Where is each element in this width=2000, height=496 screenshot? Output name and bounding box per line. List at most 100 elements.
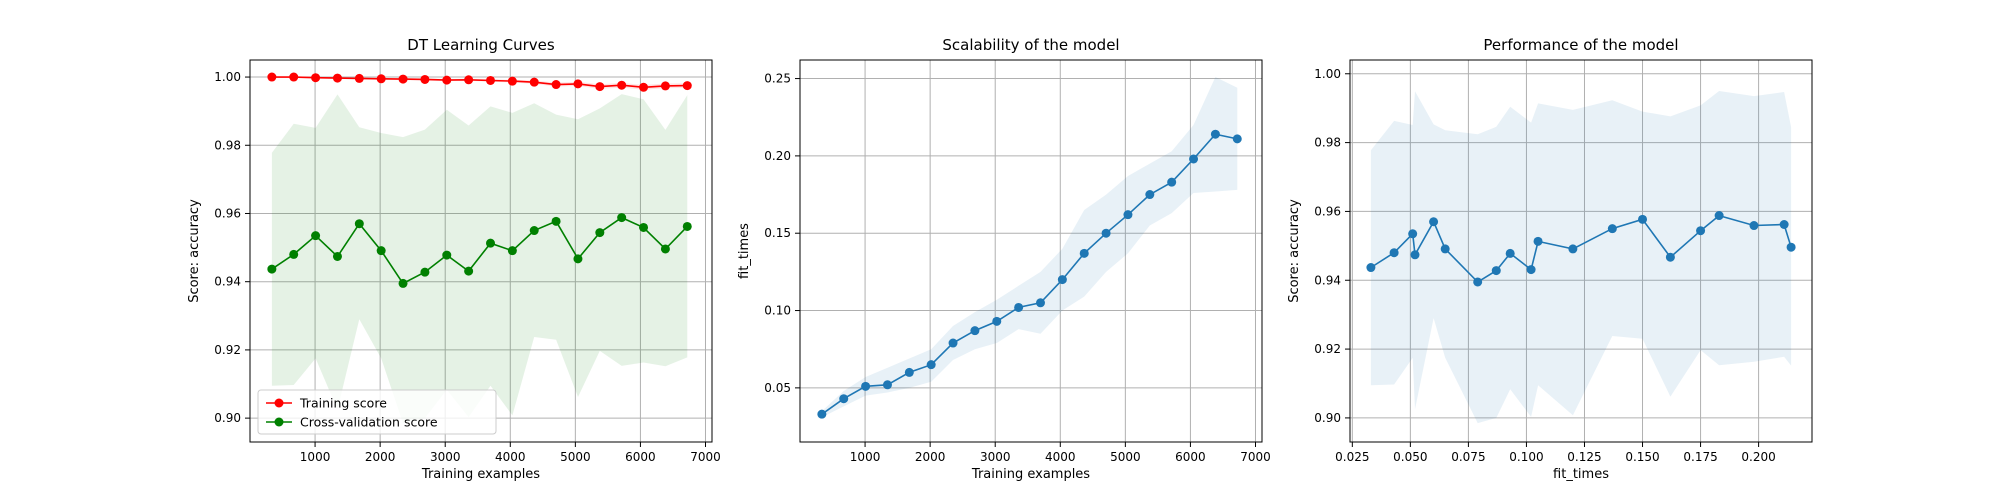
point-series-2 bbox=[507, 246, 517, 256]
point-series-1 bbox=[1079, 248, 1089, 258]
point-series-1 bbox=[1410, 250, 1420, 260]
x-tick-label: 5000 bbox=[560, 450, 591, 464]
point-series-1 bbox=[1014, 302, 1024, 312]
point-series-1 bbox=[1607, 224, 1617, 234]
point-series-1 bbox=[551, 80, 561, 90]
x-tick-label: 0.100 bbox=[1509, 450, 1543, 464]
point-series-2 bbox=[464, 266, 474, 276]
point-series-2 bbox=[486, 238, 496, 248]
point-series-2 bbox=[573, 254, 583, 264]
x-tick-label: 6000 bbox=[625, 450, 656, 464]
x-tick-label: 0.175 bbox=[1683, 450, 1717, 464]
x-tick-label: 1000 bbox=[300, 450, 331, 464]
y-tick-label: 0.96 bbox=[214, 206, 241, 220]
point-series-2 bbox=[529, 226, 539, 236]
y-tick-label: 0.92 bbox=[1314, 342, 1341, 356]
legend-label: Cross-validation score bbox=[300, 415, 438, 430]
point-series-1 bbox=[442, 75, 452, 85]
point-series-1 bbox=[289, 72, 299, 82]
point-series-1 bbox=[1408, 229, 1418, 239]
point-series-1 bbox=[1749, 221, 1759, 231]
x-tick-label: 4000 bbox=[495, 450, 526, 464]
y-axis-label: fit_times bbox=[737, 223, 752, 279]
y-tick-label: 0.10 bbox=[764, 304, 791, 318]
point-series-1 bbox=[1210, 129, 1220, 139]
y-tick-label: 0.96 bbox=[1314, 204, 1341, 218]
point-series-1 bbox=[1057, 275, 1067, 285]
x-tick-label: 6000 bbox=[1175, 450, 1206, 464]
band-series-2 bbox=[271, 94, 688, 424]
axes-frame bbox=[249, 59, 713, 443]
y-tick-label: 0.05 bbox=[764, 381, 791, 395]
y-tick-label: 1.00 bbox=[1314, 67, 1341, 81]
point-series-1 bbox=[1779, 220, 1789, 230]
point-series-1 bbox=[1232, 134, 1242, 144]
point-series-1 bbox=[573, 79, 583, 89]
point-series-2 bbox=[442, 250, 452, 260]
point-series-1 bbox=[839, 394, 849, 404]
point-series-1 bbox=[948, 338, 958, 348]
x-tick-label: 2000 bbox=[915, 450, 946, 464]
x-axis-label: Training examples bbox=[971, 467, 1090, 482]
x-tick-label: 0.050 bbox=[1393, 450, 1427, 464]
point-series-2 bbox=[311, 231, 321, 241]
point-series-1 bbox=[861, 381, 871, 391]
y-tick-label: 0.98 bbox=[214, 138, 241, 152]
point-series-2 bbox=[267, 264, 277, 274]
y-tick-label: 0.15 bbox=[764, 226, 791, 240]
y-axis-label: Score: accuracy bbox=[187, 199, 202, 303]
point-series-1 bbox=[1786, 242, 1796, 252]
point-series-1 bbox=[617, 80, 627, 90]
legend-marker bbox=[274, 417, 284, 427]
point-series-1 bbox=[464, 75, 474, 85]
point-series-1 bbox=[992, 316, 1002, 326]
x-tick-label: 3000 bbox=[980, 450, 1011, 464]
chart-3: 0.025 0.050 0.075 0.100 0.125 0.150 0.175 0.200… bbox=[1287, 36, 1813, 482]
point-series-1 bbox=[904, 367, 914, 377]
axes-frame bbox=[799, 59, 1263, 443]
x-tick-label: 0.150 bbox=[1625, 450, 1659, 464]
y-tick-label: 0.90 bbox=[214, 411, 241, 425]
point-series-2 bbox=[639, 222, 649, 232]
point-series-2 bbox=[682, 221, 692, 231]
y-tick-label: 0.90 bbox=[1314, 411, 1341, 425]
point-series-1 bbox=[1696, 226, 1706, 236]
y-axis-label: Score: accuracy bbox=[1287, 199, 1302, 303]
x-axis-label: fit_times bbox=[1553, 467, 1609, 482]
point-series-1 bbox=[1145, 190, 1155, 200]
point-series-1 bbox=[1123, 210, 1133, 220]
point-series-1 bbox=[486, 75, 496, 85]
point-series-1 bbox=[970, 326, 980, 336]
band-series-1 bbox=[271, 77, 688, 90]
point-series-1 bbox=[1505, 248, 1515, 258]
point-series-2 bbox=[551, 216, 561, 226]
x-tick-label: 0.075 bbox=[1451, 450, 1485, 464]
legend-marker bbox=[274, 398, 284, 408]
y-tick-label: 0.92 bbox=[214, 343, 241, 357]
y-tick-label: 0.94 bbox=[1314, 273, 1341, 287]
point-series-2 bbox=[617, 213, 627, 223]
point-series-1 bbox=[660, 81, 670, 91]
point-series-1 bbox=[1665, 252, 1675, 262]
legend: Training score Cross-validation score bbox=[257, 389, 497, 435]
point-series-1 bbox=[926, 360, 936, 370]
y-tick-label: 0.25 bbox=[764, 72, 791, 86]
point-series-2 bbox=[354, 219, 364, 229]
band-series-1 bbox=[1370, 91, 1792, 424]
y-tick-label: 1.00 bbox=[214, 70, 241, 84]
point-series-1 bbox=[507, 76, 517, 86]
chart-2: 1000 2000 3000 4000 5000 6000 7000 0.05 0.10 0.15… bbox=[737, 36, 1271, 482]
point-series-2 bbox=[332, 251, 342, 261]
point-series-2 bbox=[376, 246, 386, 256]
point-series-1 bbox=[817, 409, 827, 419]
point-series-1 bbox=[682, 81, 692, 91]
point-series-1 bbox=[1101, 228, 1111, 238]
x-tick-label: 4000 bbox=[1045, 450, 1076, 464]
x-tick-label: 2000 bbox=[365, 450, 396, 464]
x-axis-label: Training examples bbox=[421, 467, 540, 482]
point-series-1 bbox=[1389, 248, 1399, 258]
point-series-1 bbox=[595, 82, 605, 92]
legend-label: Training score bbox=[299, 396, 387, 411]
point-series-1 bbox=[1714, 211, 1724, 221]
